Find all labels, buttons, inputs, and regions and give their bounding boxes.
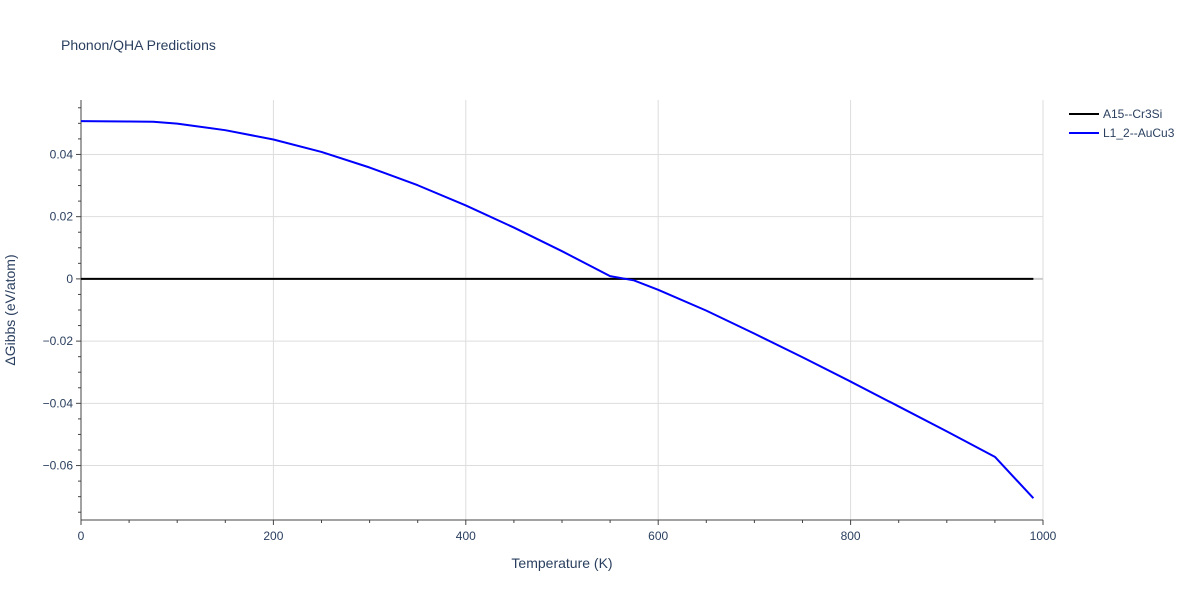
chart-title: Phonon/QHA Predictions	[61, 37, 216, 53]
legend-item[interactable]: A15--Cr3Si	[1069, 107, 1162, 121]
x-tick-label: 400	[456, 529, 476, 543]
y-tick-label: 0.02	[50, 210, 74, 224]
y-tick-label: 0.04	[50, 147, 74, 161]
y-tick-label: 0	[66, 272, 73, 286]
axes-layer: 0 200 400 600 800 1000 0.04 0.02 0 −0.02 −0.04 −0.0…	[43, 100, 1057, 543]
grid-layer	[81, 100, 1044, 520]
x-tick-label: 600	[648, 529, 668, 543]
legend-label: A15--Cr3Si	[1103, 107, 1162, 121]
x-tick-label: 200	[263, 529, 283, 543]
x-tick-label: 0	[78, 529, 85, 543]
y-axis-title: ΔGibbs (eV/atom)	[2, 254, 18, 365]
y-tick-label: −0.02	[43, 334, 74, 348]
series-line-l1-2-aucu3	[80, 120, 1035, 499]
y-tick-label: −0.06	[43, 459, 74, 473]
x-tick-label: 800	[841, 529, 861, 543]
x-axis-title: Temperature (K)	[511, 555, 612, 571]
x-tick-label: 1000	[1030, 529, 1057, 543]
legend-item[interactable]: L1_2--AuCu3	[1069, 126, 1175, 140]
y-tick-label: −0.04	[43, 396, 74, 410]
series-layer	[80, 120, 1035, 499]
legend-label: L1_2--AuCu3	[1103, 126, 1175, 140]
legend[interactable]: A15--Cr3Si L1_2--AuCu3	[1069, 107, 1175, 140]
